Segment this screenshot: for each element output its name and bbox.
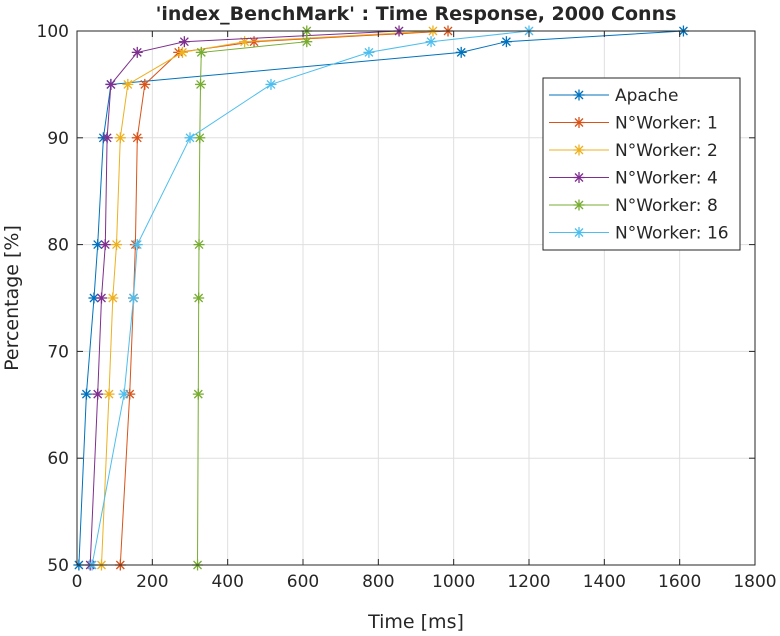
legend-item: Apache (549, 86, 678, 106)
x-tick-label: 1000 (432, 572, 475, 592)
legend-item: N°Worker: 16 (549, 224, 729, 244)
x-tick-label: 800 (362, 572, 394, 592)
data-point (195, 46, 207, 58)
y-tick-label: 100 (37, 22, 69, 42)
plot-frame (76, 30, 756, 566)
y-axis-label: Percentage [%] (1, 225, 23, 371)
legend: Apache N°Worker: 1 N°Worker: 2 N°Worker: 4 N… (542, 77, 741, 251)
data-point (122, 78, 134, 90)
data-point (92, 388, 104, 400)
data-point (195, 78, 207, 90)
data-point (455, 46, 467, 58)
data-point (107, 292, 119, 304)
series-6 (86, 25, 535, 571)
axis-ticks: 0 200 400 600 800 1000 1200 1400 1600 1800 50 60 70 8… (37, 22, 777, 592)
data-point (131, 239, 143, 251)
x-axis-label: Time [ms] (367, 611, 464, 633)
data-point (131, 132, 143, 144)
legend-marker (573, 89, 585, 101)
data-point (105, 78, 117, 90)
data-point (178, 36, 190, 48)
data-point (95, 292, 107, 304)
series-5 (192, 25, 313, 571)
data-point (128, 292, 139, 304)
y-tick-label: 90 (47, 129, 69, 149)
y-tick-label: 60 (47, 449, 69, 469)
data-point (193, 239, 205, 251)
data-point (425, 36, 437, 48)
data-point (101, 132, 113, 144)
legend-item: N°Worker: 2 (549, 141, 718, 161)
x-tick-label: 1800 (733, 572, 776, 592)
legend-marker (573, 172, 585, 183)
legend-marker (573, 117, 585, 128)
data-point (301, 36, 313, 48)
data-point (131, 46, 143, 58)
y-tick-label: 80 (47, 236, 69, 256)
data-point (239, 36, 251, 48)
legend-box (542, 77, 741, 251)
legend-label: N°Worker: 4 (615, 169, 718, 189)
data-point (114, 132, 126, 144)
x-tick-label: 0 (72, 572, 83, 592)
legend-label: N°Worker: 2 (615, 141, 718, 161)
data-point (193, 292, 205, 304)
data-point (111, 239, 123, 251)
data-point (194, 132, 206, 144)
data-point (363, 46, 375, 58)
legend-item: N°Worker: 1 (549, 114, 718, 134)
data-point (192, 388, 204, 400)
legend-label: N°Worker: 1 (615, 114, 718, 134)
legend-marker (573, 199, 585, 211)
x-tick-label: 1400 (583, 572, 626, 592)
legend-item: N°Worker: 4 (549, 169, 718, 189)
x-tick-label: 400 (211, 572, 243, 592)
x-tick-label: 200 (136, 572, 168, 592)
x-tick-label: 1200 (507, 572, 550, 592)
data-point (500, 36, 512, 48)
data-point (265, 78, 277, 90)
data-point (118, 388, 130, 400)
legend-marker (573, 227, 585, 238)
chart-title: 'index_BenchMark' : Time Response, 2000 … (156, 3, 677, 25)
legend-label: N°Worker: 8 (615, 196, 718, 216)
legend-item: N°Worker: 8 (549, 196, 718, 216)
legend-label: N°Worker: 16 (615, 224, 729, 244)
data-point (139, 78, 151, 90)
data-point (80, 388, 92, 400)
series-group (73, 25, 689, 571)
data-point (176, 46, 188, 58)
x-tick-label: 600 (287, 572, 319, 592)
x-tick-label: 1600 (658, 572, 701, 592)
legend-label: Apache (615, 86, 678, 106)
legend-marker (573, 144, 585, 156)
data-point (184, 132, 196, 144)
data-point (99, 239, 111, 251)
series-4 (84, 25, 405, 571)
y-tick-label: 70 (47, 342, 69, 362)
y-tick-label: 50 (47, 556, 69, 576)
data-point (103, 388, 115, 400)
